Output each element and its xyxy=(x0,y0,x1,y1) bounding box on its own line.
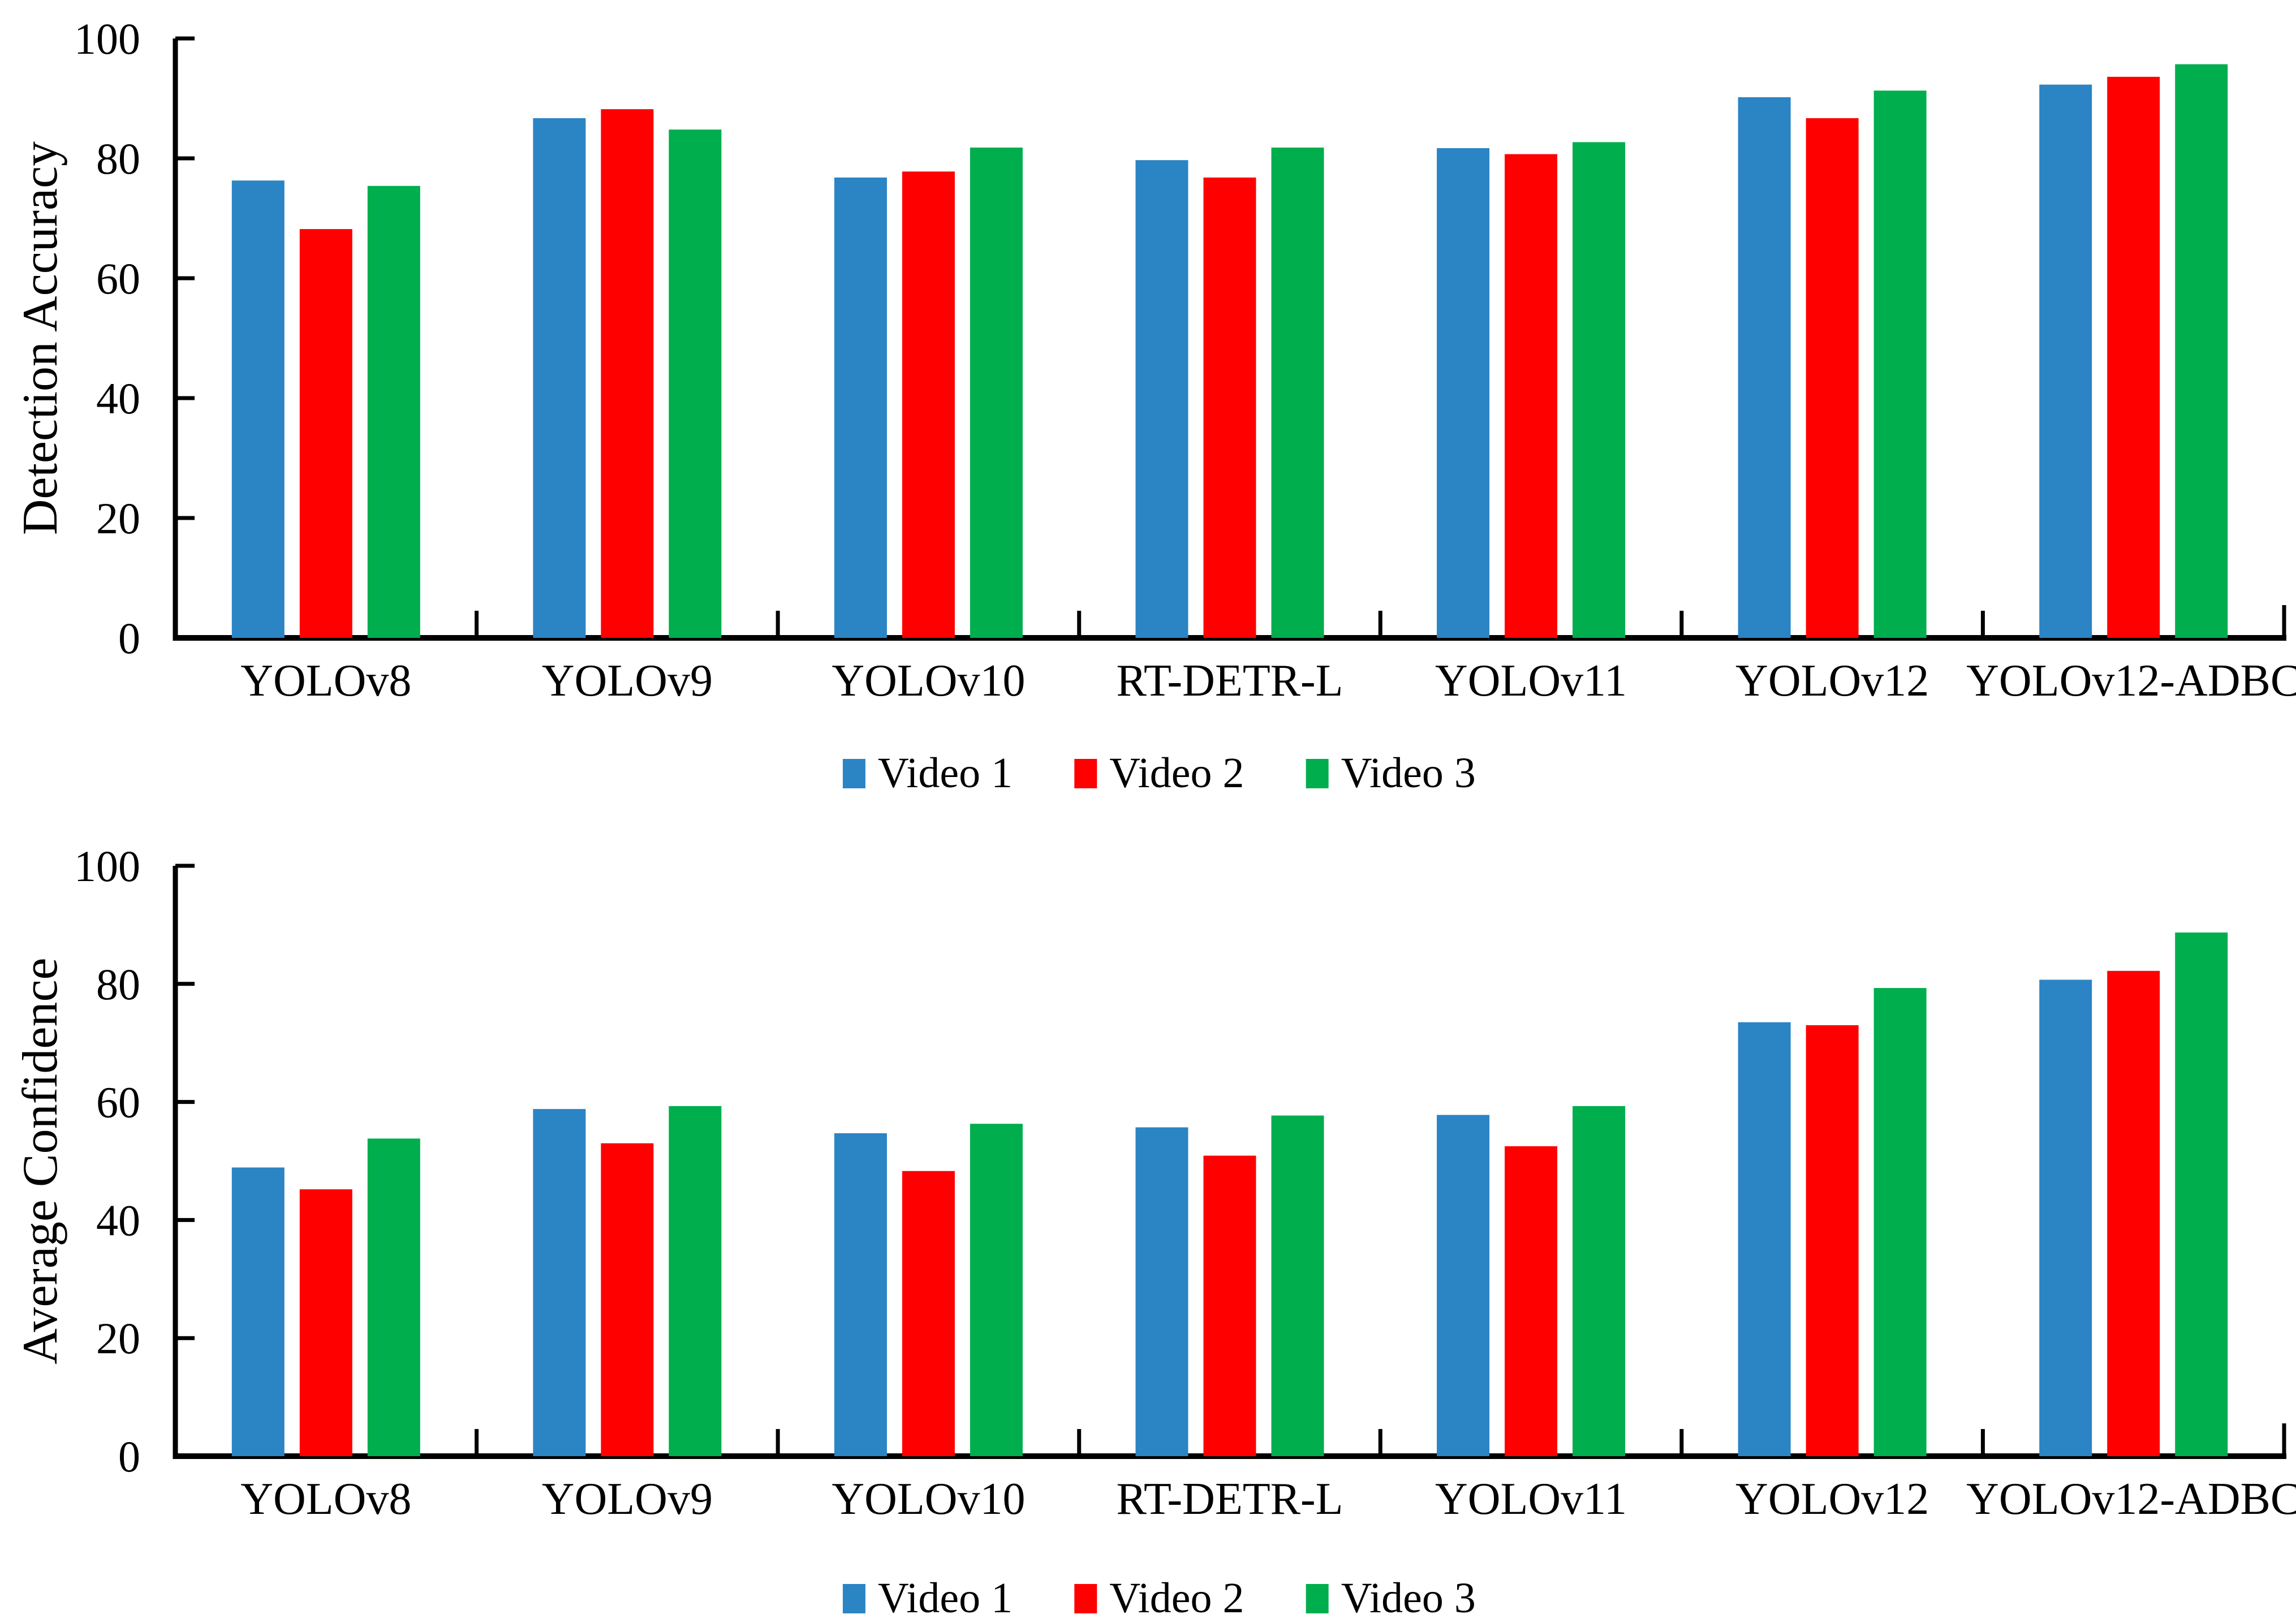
bar-video3-yolov9 xyxy=(669,130,722,638)
category-label: RT-DETR-L xyxy=(1116,656,1343,706)
bar-video3-rt-detr-l xyxy=(1271,1115,1324,1456)
legend-label: Video 2 xyxy=(1109,1574,1244,1622)
category-label: YOLOv8 xyxy=(240,656,411,706)
legend: Video 1 Video 2 Video 3 xyxy=(842,1574,1476,1622)
legend-label: Video 2 xyxy=(1109,749,1244,797)
bar-video2-yolov8 xyxy=(299,1189,352,1456)
bar-video2-yolov9 xyxy=(601,1143,654,1456)
bar-video1-yolov11 xyxy=(1437,1115,1490,1456)
legend-swatch-green xyxy=(1306,1584,1329,1613)
bar-video1-yolov9 xyxy=(533,118,586,638)
legend-label: Video 3 xyxy=(1341,1574,1476,1622)
category-label: YOLOv12-ADBC xyxy=(1966,656,2296,706)
legend-swatch-red xyxy=(1074,1584,1097,1613)
bar-video2-yolov11 xyxy=(1505,1146,1558,1456)
y-tick-label: 20 xyxy=(96,494,140,543)
category-label: YOLOv12 xyxy=(1735,1474,1929,1524)
bar-video2-yolov11 xyxy=(1505,154,1558,638)
y-tick-label: 80 xyxy=(96,134,140,183)
category-label: YOLOv9 xyxy=(542,1474,713,1524)
chart-2: 0 20 40 60 80 100 YOLOv8 YOLOv9 YOLOv10 RT-DETR-L… xyxy=(13,841,2296,1622)
legend-swatch-red xyxy=(1074,759,1097,788)
bar-video2-rt-detr-l xyxy=(1203,1155,1256,1456)
bar-video3-yolov11 xyxy=(1573,142,1626,638)
bar-video3-yolov10 xyxy=(970,147,1023,638)
bar-video1-rt-detr-l xyxy=(1135,160,1188,638)
bar-video3-yolov12 xyxy=(1873,988,1927,1456)
bar-video2-yolov12-adbc xyxy=(2107,76,2160,638)
bar-video2-yolov12 xyxy=(1806,118,1859,638)
bar-video2-yolov12 xyxy=(1806,1025,1859,1456)
bar-video3-yolov8 xyxy=(367,185,420,638)
legend-swatch-blue xyxy=(842,759,865,788)
bar-video1-yolov12-adbc xyxy=(2039,979,2092,1456)
category-label: YOLOv10 xyxy=(832,656,1025,706)
y-tick-label: 20 xyxy=(96,1314,140,1363)
bar-video1-yolov12 xyxy=(1738,97,1791,638)
bar-video1-yolov10 xyxy=(834,1133,887,1456)
bar-video2-yolov10 xyxy=(902,171,955,638)
bar-video1-yolov12-adbc xyxy=(2039,84,2092,638)
legend-swatch-blue xyxy=(842,1584,865,1613)
bar-video1-yolov9 xyxy=(533,1109,586,1456)
y-tick-label: 100 xyxy=(74,841,140,891)
bar-video2-rt-detr-l xyxy=(1203,177,1256,638)
bar-video2-yolov12-adbc xyxy=(2107,970,2160,1456)
bar-video3-yolov11 xyxy=(1573,1106,1626,1456)
bar-video3-yolov12-adbc xyxy=(2175,64,2228,638)
y-tick-label: 100 xyxy=(74,14,140,63)
bar-video1-yolov12 xyxy=(1738,1022,1791,1456)
y-tick-label: 0 xyxy=(118,1432,140,1481)
bar-video1-rt-detr-l xyxy=(1135,1127,1188,1456)
bar-video1-yolov8 xyxy=(231,180,285,638)
category-label: YOLOv10 xyxy=(832,1474,1025,1524)
y-tick-label: 60 xyxy=(96,1078,140,1127)
bar-video3-yolov12 xyxy=(1873,90,1927,638)
y-tick-label: 60 xyxy=(96,254,140,303)
legend: Video 1 Video 2 Video 3 xyxy=(842,749,1476,797)
bar-video1-yolov10 xyxy=(834,177,887,638)
category-label: RT-DETR-L xyxy=(1116,1474,1343,1524)
category-label: YOLOv12 xyxy=(1735,656,1929,706)
bar-video3-yolov9 xyxy=(669,1106,722,1456)
y-tick-label: 40 xyxy=(96,1195,140,1245)
legend-swatch-green xyxy=(1306,759,1329,788)
bar-video1-yolov11 xyxy=(1437,148,1490,638)
bar-video3-yolov8 xyxy=(367,1138,420,1456)
bar-video2-yolov8 xyxy=(299,229,352,638)
legend-label: Video 3 xyxy=(1341,749,1476,797)
y-axis-title: Detection Accuracy xyxy=(13,141,68,535)
legend-label: Video 1 xyxy=(878,749,1013,797)
y-tick-label: 80 xyxy=(96,960,140,1009)
category-label: YOLOv12-ADBC xyxy=(1966,1474,2296,1524)
y-tick-label: 40 xyxy=(96,374,140,423)
bar-video1-yolov8 xyxy=(231,1167,285,1456)
legend-label: Video 1 xyxy=(878,1574,1013,1622)
bar-video3-rt-detr-l xyxy=(1271,147,1324,638)
bar-video2-yolov10 xyxy=(902,1171,955,1456)
chart-1: 0 20 40 60 80 100 YOLOv8 YOLOv9 YOLOv10 RT-DETR-L… xyxy=(13,14,2296,797)
bar-video2-yolov9 xyxy=(601,109,654,638)
y-tick-label: 0 xyxy=(118,614,140,663)
category-label: YOLOv8 xyxy=(240,1474,411,1524)
bar-video3-yolov10 xyxy=(970,1124,1023,1456)
category-label: YOLOv9 xyxy=(542,656,713,706)
category-label: YOLOv11 xyxy=(1435,656,1627,706)
y-axis-title: Average Confidence xyxy=(13,957,68,1364)
category-label: YOLOv11 xyxy=(1435,1474,1627,1524)
bar-video3-yolov12-adbc xyxy=(2175,932,2228,1456)
